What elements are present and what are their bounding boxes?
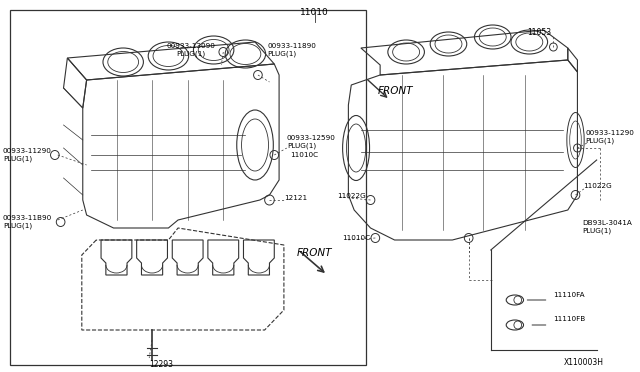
Text: 11010: 11010	[300, 8, 329, 17]
Text: 00933-11890
PLUG(1): 00933-11890 PLUG(1)	[268, 43, 316, 57]
Text: 11053: 11053	[527, 28, 551, 37]
Text: 11010C: 11010C	[342, 235, 370, 241]
Text: 12121: 12121	[284, 195, 307, 201]
Text: DB93L-3041A
PLUG(1): DB93L-3041A PLUG(1)	[582, 220, 632, 234]
Text: X110003H: X110003H	[563, 358, 604, 367]
Text: 00933-11290
PLUG(1): 00933-11290 PLUG(1)	[3, 148, 52, 161]
Bar	[10, 10, 365, 365]
Text: FRONT: FRONT	[296, 248, 332, 258]
Text: 11022G: 11022G	[583, 183, 612, 189]
Text: 00933-13090
PLUG(1): 00933-13090 PLUG(1)	[166, 43, 215, 57]
Text: 11010C: 11010C	[291, 152, 319, 158]
Text: 00933-12590
PLUG(1): 00933-12590 PLUG(1)	[287, 135, 335, 148]
Text: 11022G: 11022G	[337, 193, 365, 199]
Text: 11110FB: 11110FB	[554, 316, 586, 322]
Text: 00933-11B90
PLUG(1): 00933-11B90 PLUG(1)	[3, 215, 52, 228]
Text: 12293: 12293	[149, 360, 173, 369]
Text: 11110FA: 11110FA	[554, 292, 585, 298]
Text: 00933-11290
PLUG(1): 00933-11290 PLUG(1)	[585, 130, 634, 144]
Text: FRONT: FRONT	[377, 86, 413, 96]
